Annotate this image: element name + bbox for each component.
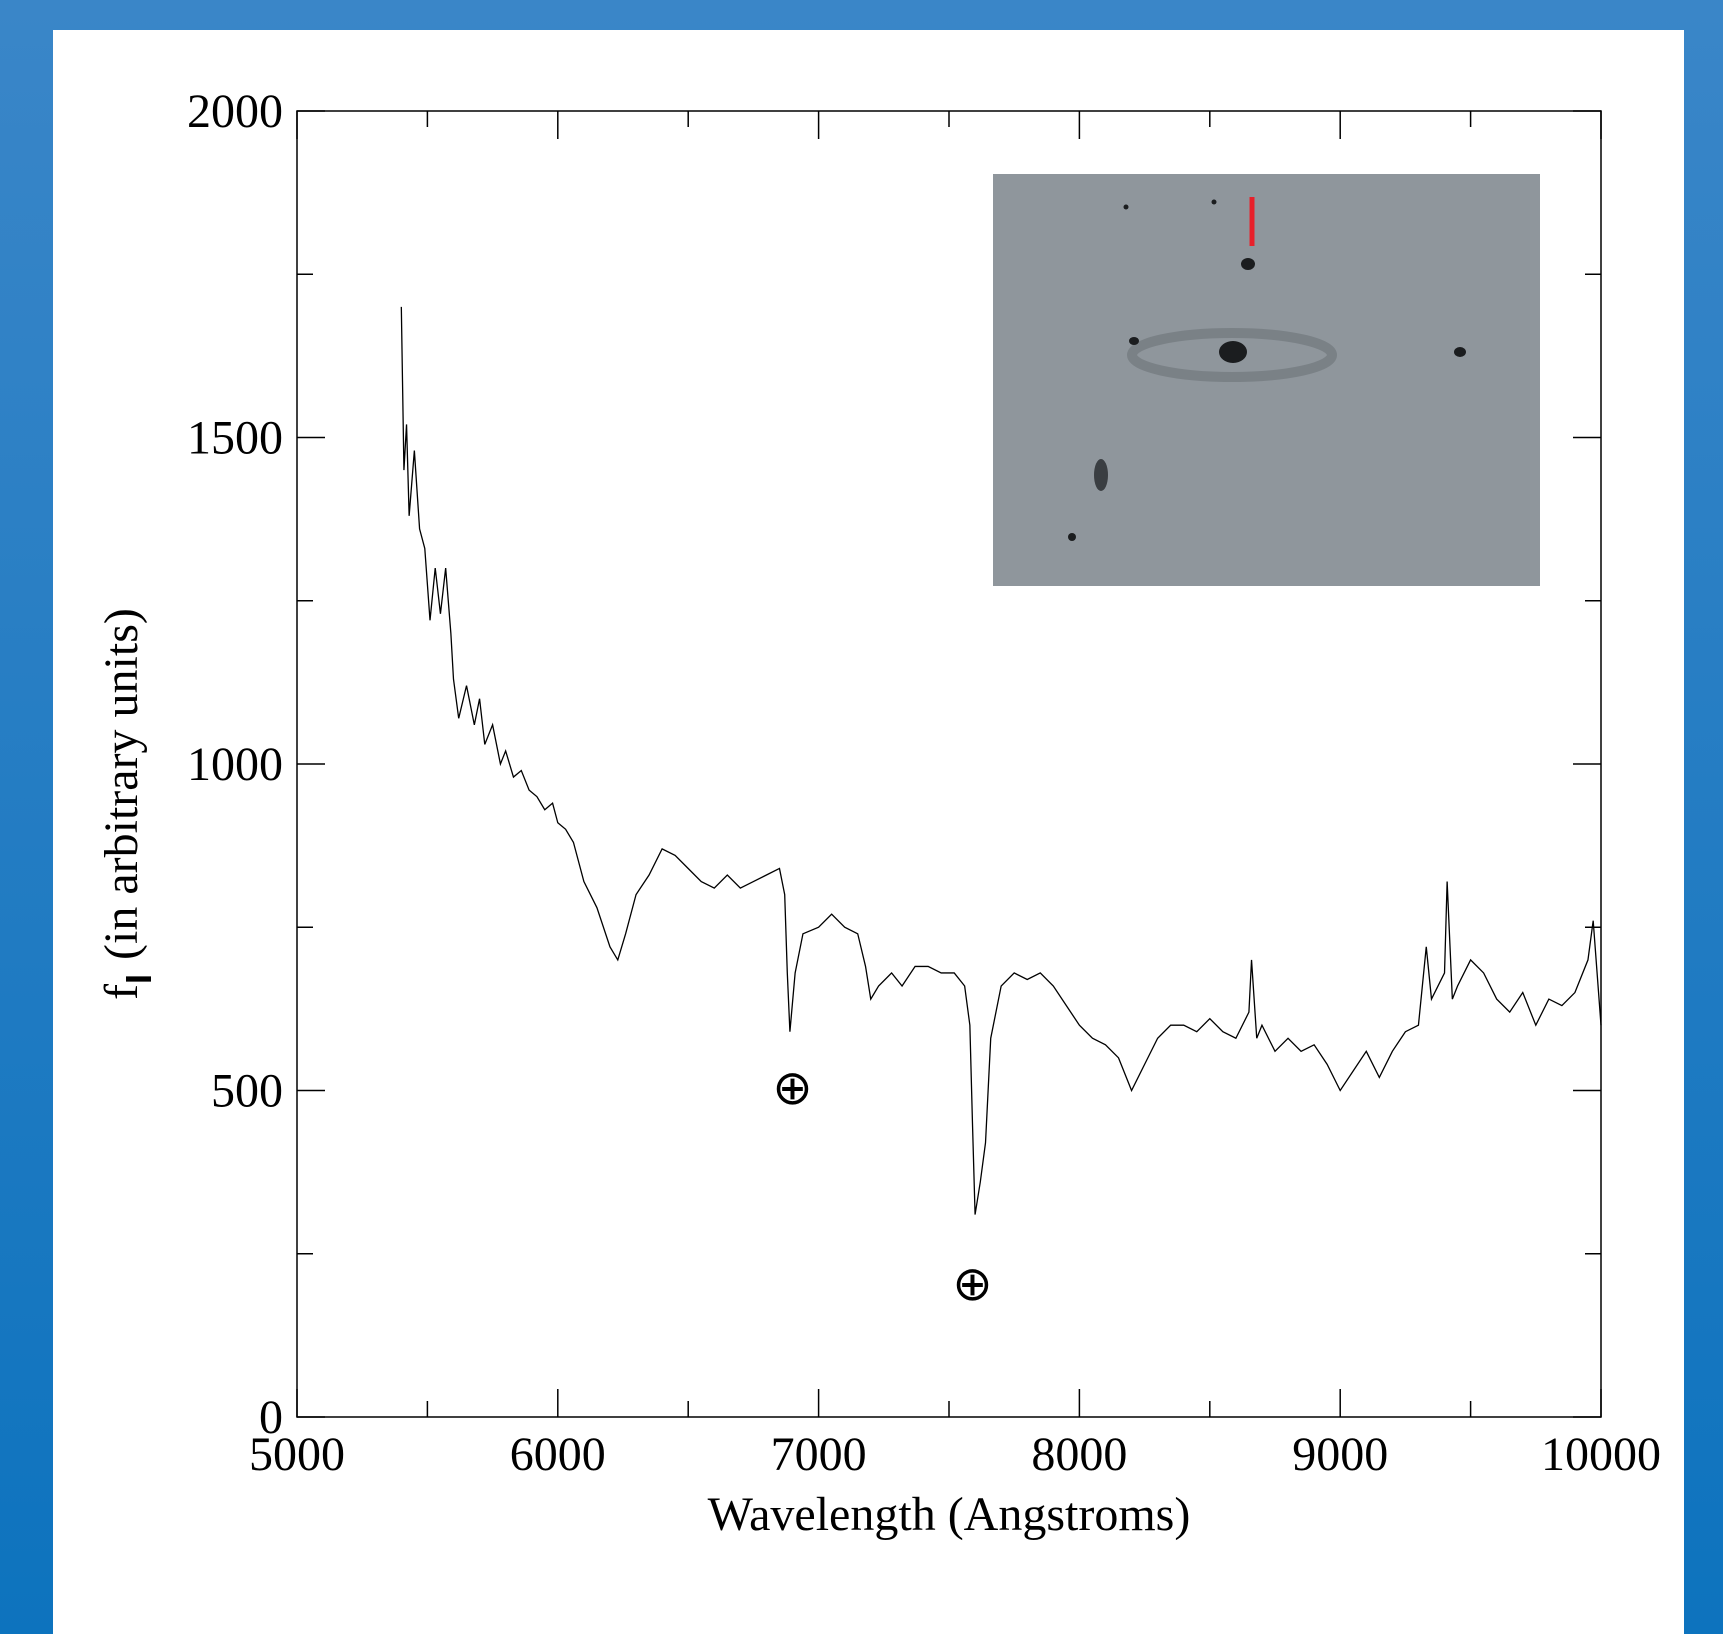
- x-tick-label: 7000: [771, 1428, 867, 1481]
- y-label-subscript: I: [118, 974, 159, 984]
- y-tick-label: 1500: [187, 412, 283, 465]
- y-label-suffix: (in arbitrary units): [95, 608, 148, 960]
- x-tick-label: 6000: [510, 1428, 606, 1481]
- y-tick-label: 1000: [187, 738, 283, 791]
- y-axis-label: fI (in arbitrary units): [95, 608, 159, 1000]
- x-axis-label: Wavelength (Angstroms): [708, 1488, 1191, 1541]
- y-tick-label: 500: [211, 1065, 283, 1118]
- y-tick-label: 2000: [187, 85, 283, 138]
- x-tick-label: 9000: [1292, 1428, 1388, 1481]
- y-tick-label: 0: [259, 1391, 283, 1444]
- annotation: ⊕: [952, 1258, 992, 1311]
- y-label-main: f: [95, 984, 148, 1000]
- x-tick-label: 10000: [1541, 1428, 1661, 1481]
- inset-image: [993, 174, 1540, 586]
- x-tick-label: 8000: [1031, 1428, 1127, 1481]
- annotation: ⊕: [772, 1062, 812, 1115]
- spectrum-line: [400, 306, 1602, 1215]
- x-tick-label: 5000: [249, 1428, 345, 1481]
